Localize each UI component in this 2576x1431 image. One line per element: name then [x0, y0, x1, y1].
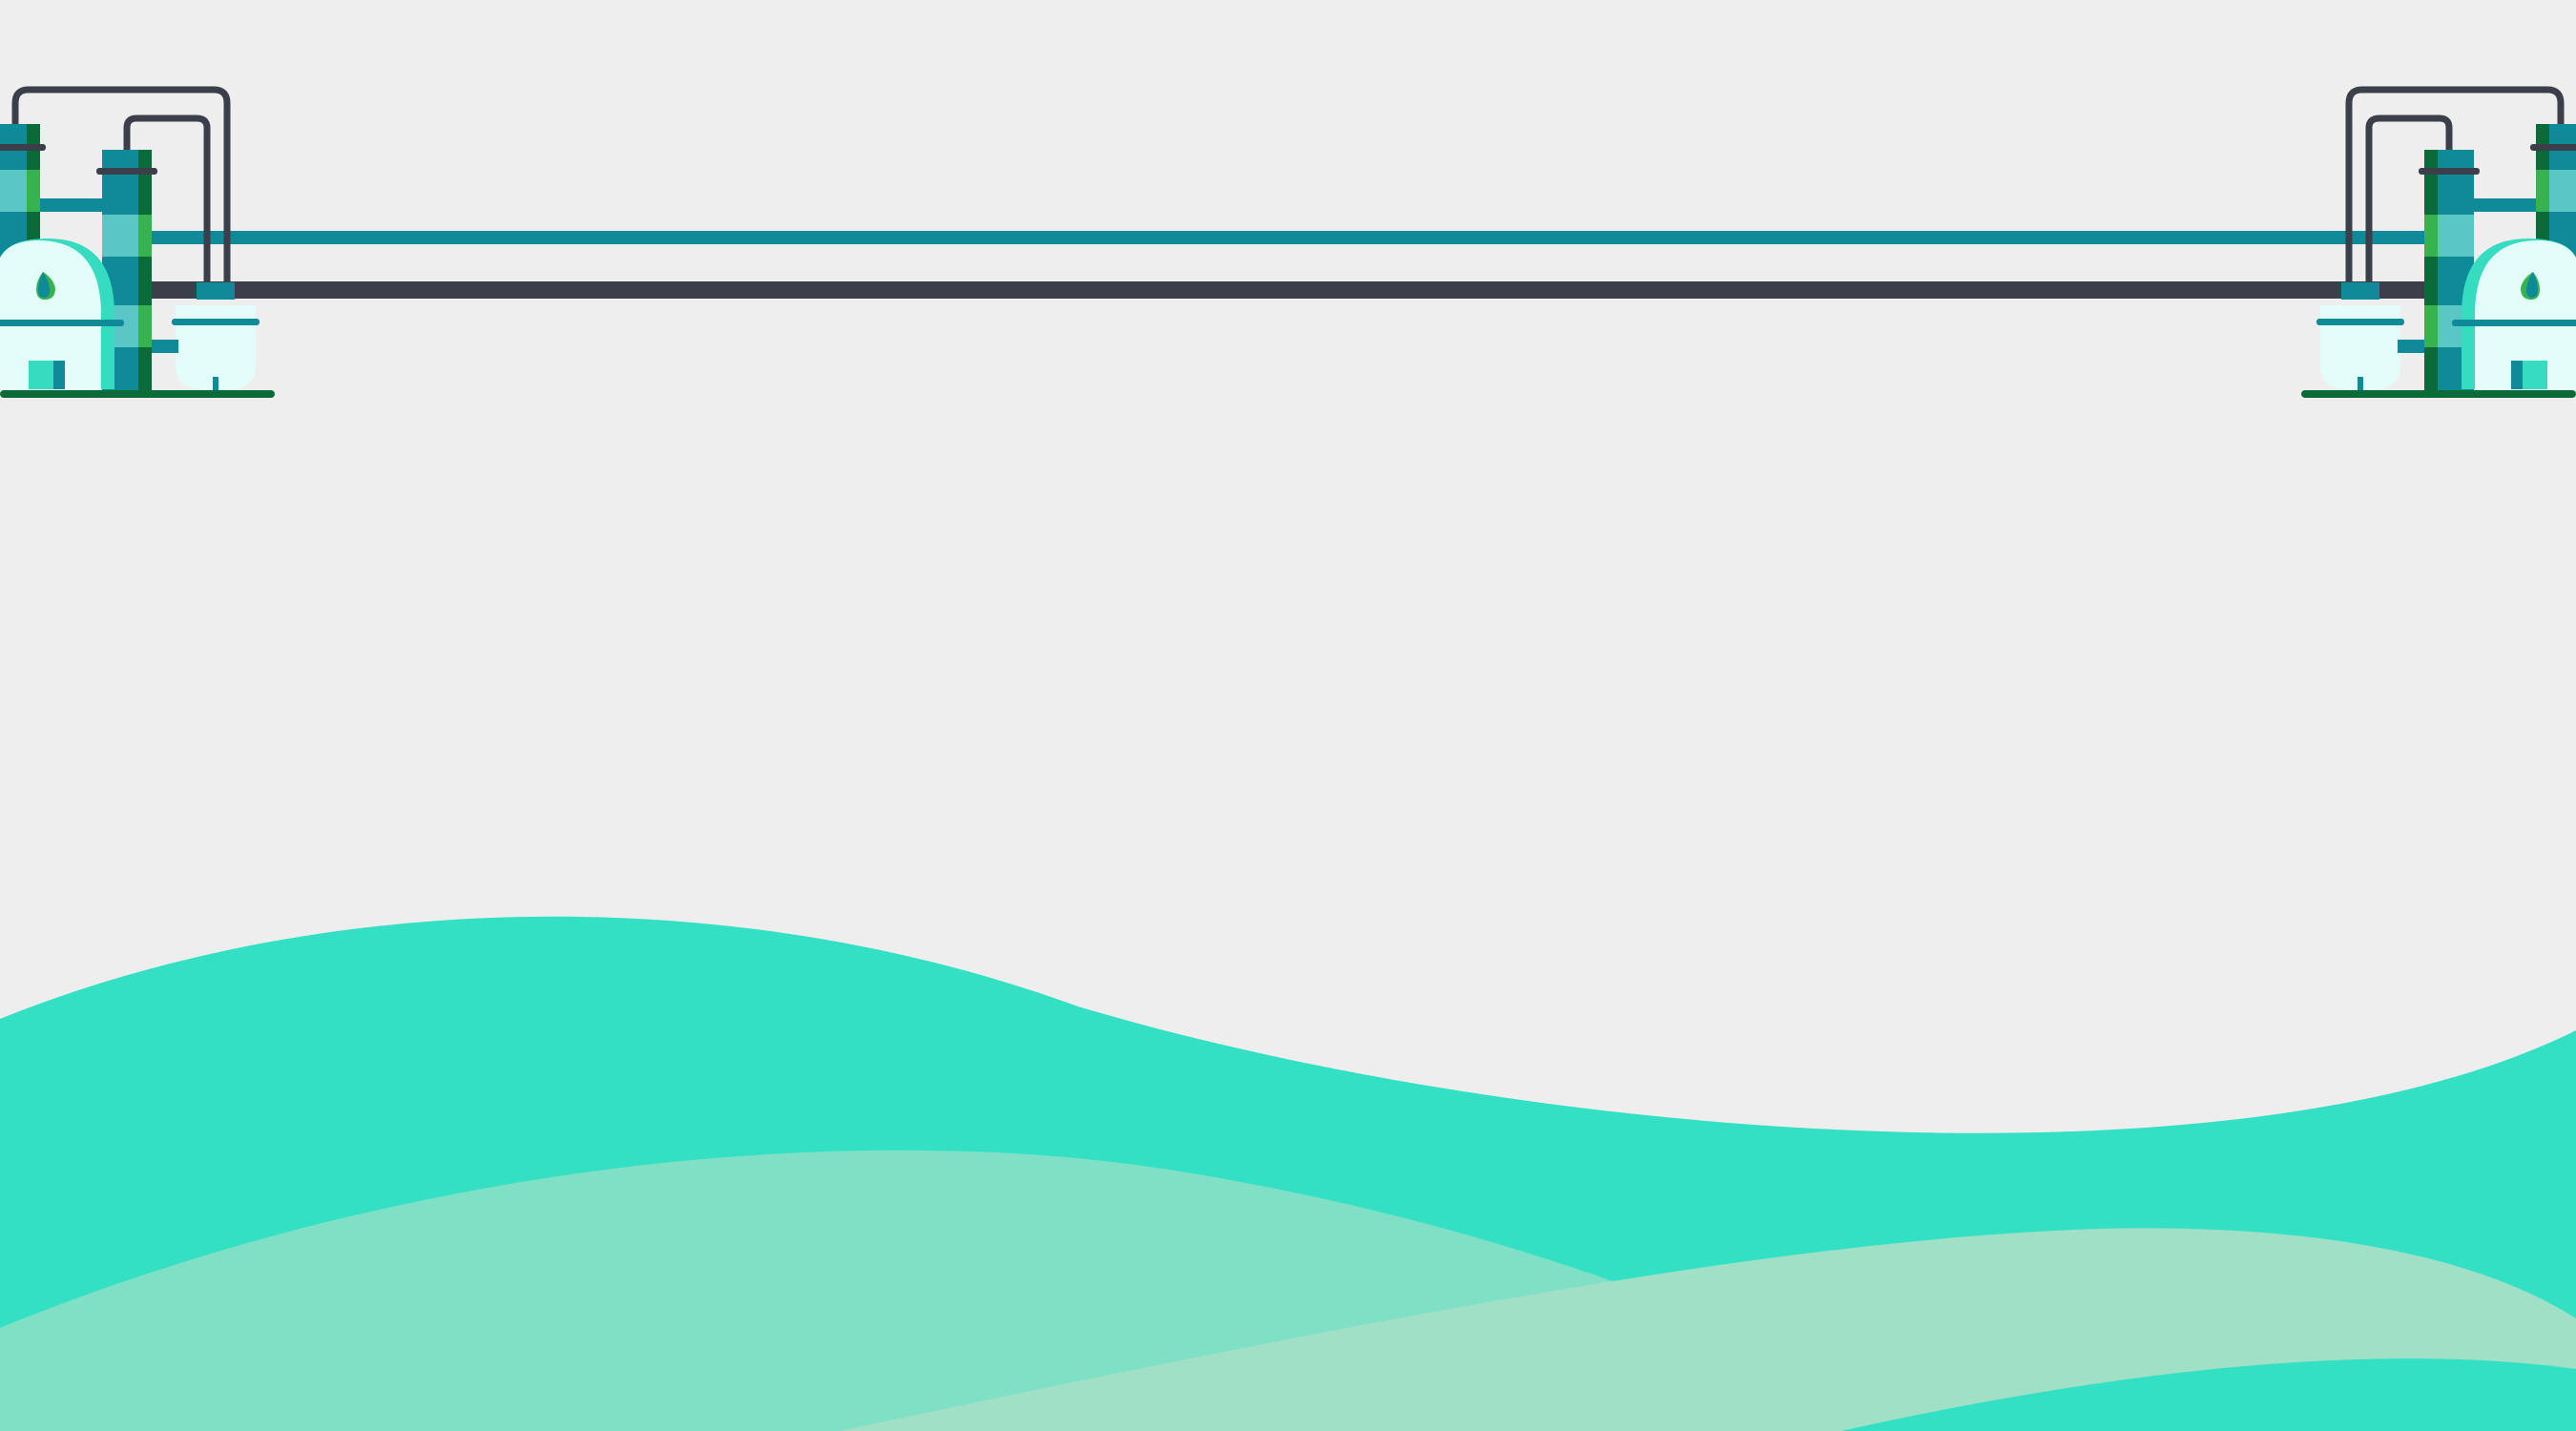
left-refinery-plant-icon: [0, 86, 275, 398]
teal-pipe: [143, 231, 2433, 244]
dark-pipe: [143, 281, 2433, 299]
right-refinery-plant-icon: [2301, 86, 2576, 398]
wave-main-corner: [1841, 1358, 2576, 1431]
wave-shapes: [0, 916, 2576, 1431]
pipeline-illustration: [143, 231, 2433, 299]
